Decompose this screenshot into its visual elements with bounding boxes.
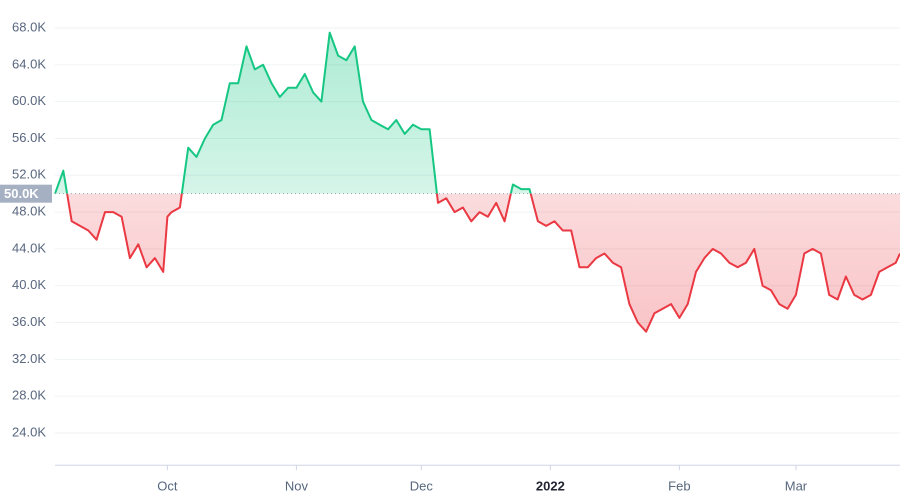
y-tick-label: 36.0K	[12, 314, 46, 329]
y-tick-label: 32.0K	[12, 351, 46, 366]
baseline-badge	[0, 184, 52, 203]
x-tick-label: Nov	[285, 478, 309, 493]
y-tick-label: 44.0K	[12, 240, 46, 255]
y-tick-label: 52.0K	[12, 167, 46, 182]
area-down	[55, 193, 900, 332]
baseline-label: 50.0K	[4, 186, 39, 201]
y-tick-label: 48.0K	[12, 204, 46, 219]
x-tick-label: Mar	[785, 478, 808, 493]
y-tick-label: 68.0K	[12, 19, 46, 34]
y-tick-label: 28.0K	[12, 388, 46, 403]
x-tick-label: Oct	[157, 478, 178, 493]
y-tick-label: 64.0K	[12, 56, 46, 71]
price-line-down	[54, 193, 900, 333]
x-tick-label: Dec	[410, 478, 434, 493]
y-tick-label: 24.0K	[12, 424, 46, 439]
x-tick-label: 2022	[536, 478, 565, 493]
y-tick-label: 40.0K	[12, 277, 46, 292]
y-tick-label: 60.0K	[12, 93, 46, 108]
y-tick-label: 56.0K	[12, 130, 46, 145]
price-line-up	[54, 31, 532, 194]
x-tick-label: Feb	[668, 478, 690, 493]
area-up	[55, 32, 531, 194]
